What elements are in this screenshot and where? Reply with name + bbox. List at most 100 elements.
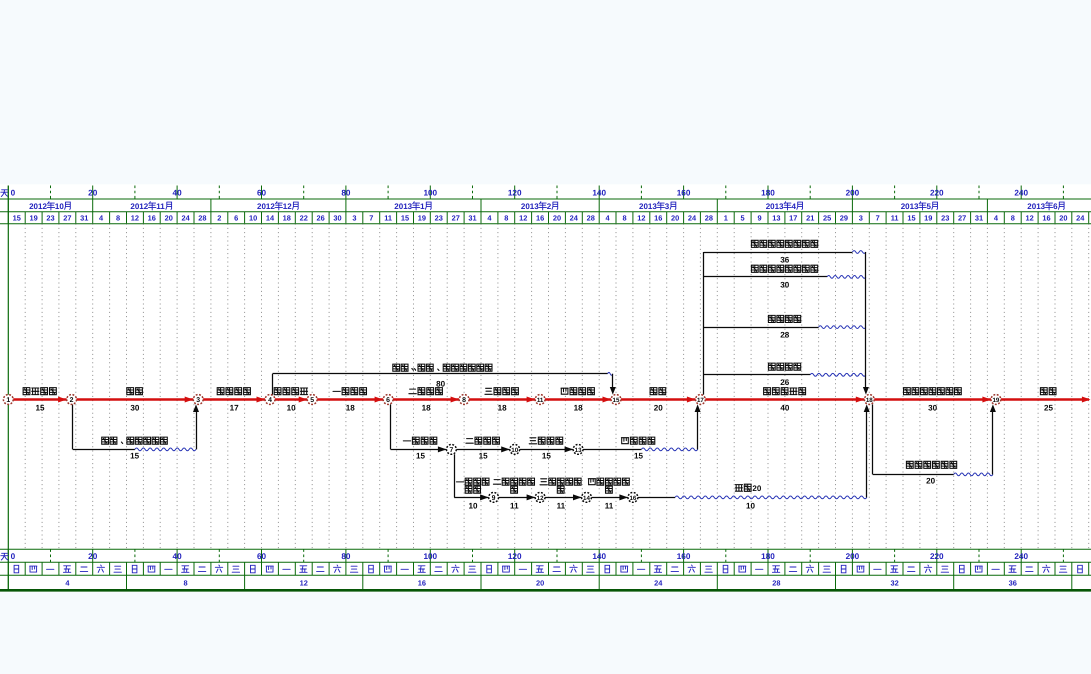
svg-text:31: 31 (80, 213, 88, 222)
svg-text:11: 11 (891, 213, 899, 222)
svg-text:12: 12 (283, 202, 292, 211)
svg-text:11: 11 (557, 502, 566, 511)
svg-text:30: 30 (780, 280, 790, 289)
svg-text:100: 100 (423, 552, 437, 561)
svg-text:18: 18 (422, 404, 432, 413)
svg-text:31: 31 (975, 213, 983, 222)
svg-text:19: 19 (992, 397, 999, 404)
svg-text:18: 18 (574, 404, 584, 413)
svg-text:2: 2 (70, 397, 74, 404)
svg-text:24: 24 (181, 213, 190, 222)
svg-text:8: 8 (622, 213, 626, 222)
svg-text:3: 3 (352, 213, 356, 222)
svg-text:24: 24 (688, 213, 697, 222)
svg-text:26: 26 (316, 213, 324, 222)
svg-text:7: 7 (449, 447, 453, 454)
svg-text:23: 23 (941, 213, 949, 222)
svg-text:220: 220 (930, 188, 944, 197)
svg-text:40: 40 (780, 404, 790, 413)
svg-text:27: 27 (452, 213, 460, 222)
svg-text:12: 12 (131, 213, 139, 222)
svg-text:2: 2 (217, 213, 221, 222)
svg-text:20: 20 (88, 188, 98, 197)
svg-text:3: 3 (665, 202, 670, 211)
svg-text:15: 15 (479, 452, 489, 461)
svg-text:23: 23 (46, 213, 54, 222)
svg-text:15: 15 (907, 213, 915, 222)
svg-text:4: 4 (606, 213, 611, 222)
svg-text:30: 30 (928, 404, 938, 413)
svg-text:2013: 2013 (521, 202, 539, 211)
svg-text:2013: 2013 (639, 202, 657, 211)
svg-text:1: 1 (420, 202, 425, 211)
svg-text:4: 4 (99, 213, 104, 222)
svg-text:18: 18 (866, 397, 873, 404)
svg-text:14: 14 (266, 213, 275, 222)
svg-text:4: 4 (487, 213, 492, 222)
svg-text:5: 5 (310, 397, 314, 404)
svg-text:12: 12 (519, 213, 527, 222)
svg-text:80: 80 (436, 379, 446, 388)
svg-text:28: 28 (705, 213, 713, 222)
svg-text:9: 9 (492, 495, 496, 502)
svg-text:6: 6 (234, 213, 238, 222)
svg-text:7: 7 (876, 213, 880, 222)
svg-text:4: 4 (792, 202, 797, 211)
svg-text:2012: 2012 (130, 202, 148, 211)
svg-text:31: 31 (468, 213, 476, 222)
svg-text:180: 180 (761, 552, 775, 561)
svg-text:16: 16 (629, 495, 636, 502)
svg-text:0: 0 (11, 552, 16, 561)
svg-text:4: 4 (268, 397, 272, 404)
svg-text:22: 22 (300, 213, 308, 222)
svg-text:20: 20 (926, 477, 936, 486)
svg-text:15: 15 (542, 452, 552, 461)
svg-text:120: 120 (508, 552, 522, 561)
svg-text:27: 27 (958, 213, 966, 222)
svg-text:16: 16 (1042, 213, 1050, 222)
svg-text:12: 12 (300, 578, 308, 587)
svg-text:8: 8 (116, 213, 120, 222)
svg-text:16: 16 (536, 213, 544, 222)
svg-text:17: 17 (789, 213, 797, 222)
svg-text:13: 13 (772, 213, 780, 222)
svg-text:11: 11 (605, 502, 614, 511)
svg-text:5: 5 (741, 213, 745, 222)
svg-text:2013: 2013 (901, 202, 919, 211)
svg-text:60: 60 (257, 188, 267, 197)
svg-text:15: 15 (35, 404, 45, 413)
svg-text:10: 10 (511, 447, 518, 454)
svg-text:240: 240 (1014, 552, 1028, 561)
svg-text:19: 19 (418, 213, 426, 222)
svg-text:4: 4 (994, 213, 999, 222)
svg-text:180: 180 (761, 188, 775, 197)
svg-text:2013: 2013 (394, 202, 412, 211)
svg-text:80: 80 (341, 552, 351, 561)
svg-text:9: 9 (757, 213, 761, 222)
svg-text:7: 7 (369, 213, 373, 222)
svg-text:10: 10 (287, 404, 297, 413)
svg-text:10: 10 (746, 502, 756, 511)
svg-text:8: 8 (184, 578, 188, 587)
svg-text:16: 16 (418, 578, 426, 587)
svg-text:16: 16 (654, 213, 662, 222)
svg-text:10: 10 (249, 213, 257, 222)
svg-text:10: 10 (55, 202, 64, 211)
svg-text:24: 24 (1076, 213, 1085, 222)
svg-text:11: 11 (510, 502, 519, 511)
svg-text:40: 40 (173, 188, 183, 197)
svg-text:12: 12 (537, 495, 544, 502)
svg-text:15: 15 (416, 452, 426, 461)
svg-text:27: 27 (63, 213, 71, 222)
svg-text:140: 140 (592, 188, 606, 197)
svg-text:15: 15 (613, 397, 620, 404)
svg-text:140: 140 (592, 552, 606, 561)
svg-text:3: 3 (196, 397, 200, 404)
svg-text:20: 20 (654, 404, 664, 413)
svg-text:11: 11 (156, 202, 165, 211)
svg-text:20: 20 (553, 213, 561, 222)
svg-text:4: 4 (65, 578, 70, 587)
svg-text:32: 32 (890, 578, 898, 587)
svg-text:26: 26 (780, 378, 790, 387)
svg-text:220: 220 (930, 552, 944, 561)
